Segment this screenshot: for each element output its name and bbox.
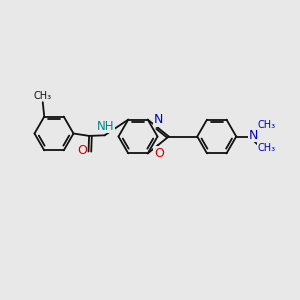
- Text: NH: NH: [97, 120, 115, 133]
- Text: CH₃: CH₃: [33, 91, 51, 100]
- Text: N: N: [154, 113, 163, 126]
- Text: N: N: [248, 129, 258, 142]
- Text: O: O: [154, 147, 164, 160]
- Text: O: O: [77, 144, 87, 158]
- Text: CH₃: CH₃: [258, 120, 276, 130]
- Text: CH₃: CH₃: [258, 143, 276, 153]
